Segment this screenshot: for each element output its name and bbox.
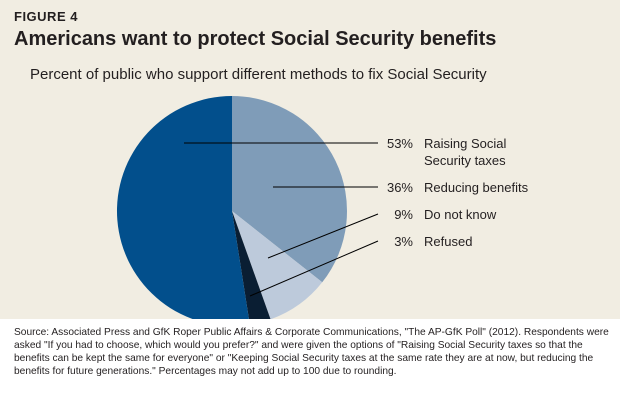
category-label-do-not-know: Do not know: [424, 207, 497, 222]
footer-panel: [0, 319, 620, 400]
value-label-refused: 3%: [394, 234, 413, 249]
value-label-do-not-know: 9%: [394, 207, 413, 222]
pie-slice-refused: [232, 211, 271, 319]
pie-slice-do-not-know: [232, 211, 323, 319]
pie-chart: 53% Raising Social Security taxes 36% Reduci…: [117, 96, 529, 319]
category-label-reducing-benefits: Reducing benefits: [424, 180, 529, 195]
source-note: Source: Associated Press and GfK Roper P…: [14, 327, 609, 377]
pie-slice-raising-social-security-taxes: [117, 96, 249, 319]
value-label-raising-social-security-taxes: 53%: [387, 136, 413, 151]
chart-subtitle: Percent of public who support different …: [30, 66, 487, 83]
category-label-refused: Refused: [424, 234, 472, 249]
leader-line-do-not-know: [267, 213, 379, 259]
chart-title: Americans want to protect Social Securit…: [14, 28, 497, 50]
value-label-reducing-benefits: 36%: [387, 180, 413, 195]
category-label-raising-social-security-taxes-line2: Security taxes: [424, 153, 506, 168]
leader-line-refused: [249, 240, 379, 297]
category-label-raising-social-security-taxes-line1: Raising Social: [424, 136, 506, 151]
figure-label: FIGURE 4: [14, 9, 78, 24]
